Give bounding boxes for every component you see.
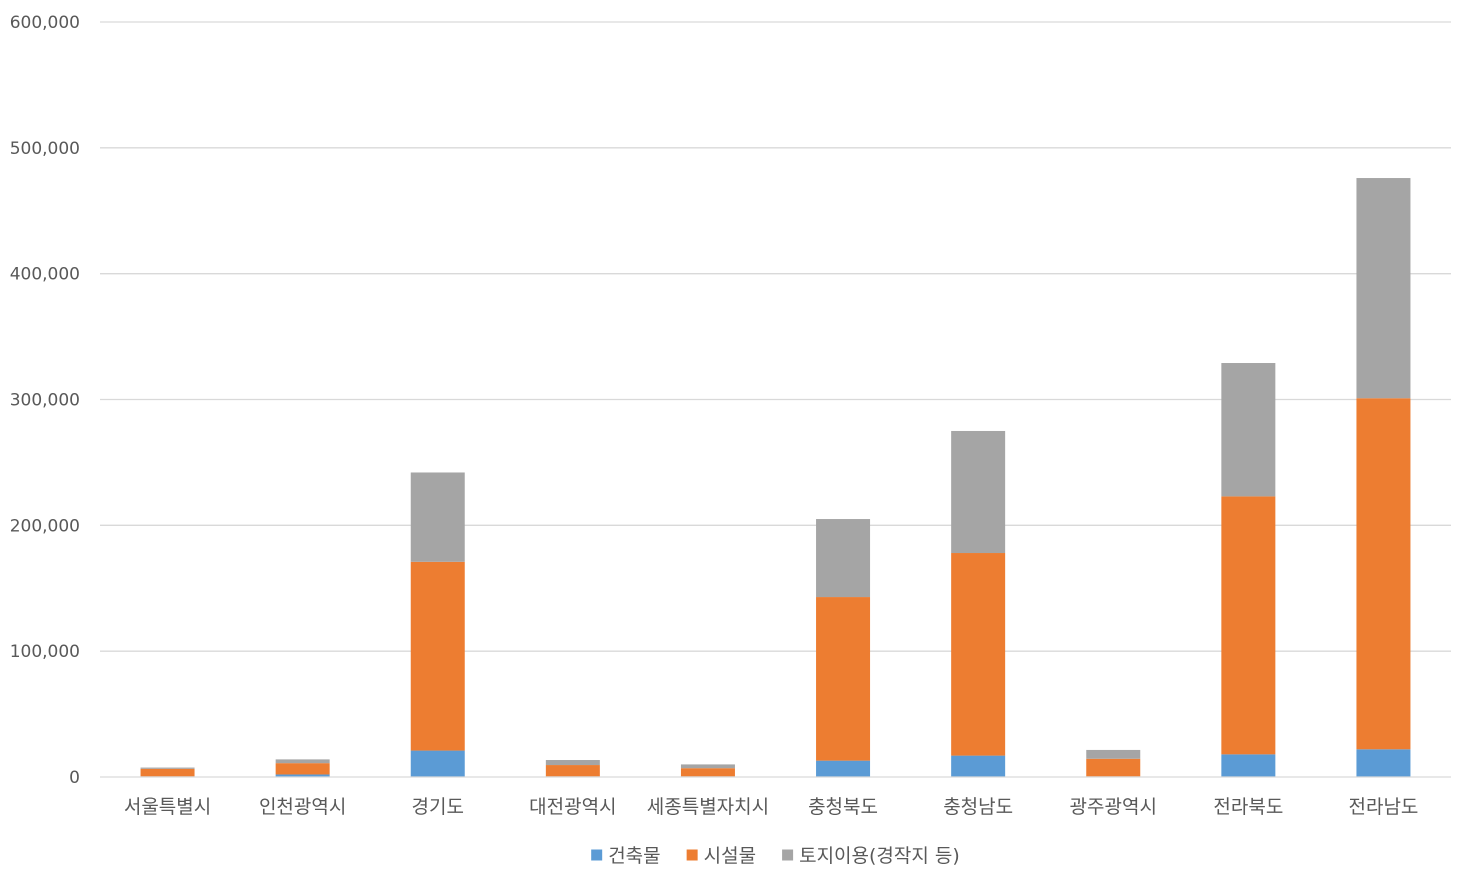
x-tick-label: 인천광역시 [259,796,346,818]
legend: 건축물 시설물 토지이용(경작지 등) [591,845,960,867]
legend-swatch [782,849,794,861]
x-tick-label: 전라북도 [1213,796,1283,818]
x-tick-label: 충청남도 [943,796,1013,818]
bar-segment [140,768,195,777]
x-tick-label: 충청북도 [808,796,878,818]
bar-segment [275,774,330,777]
bar-segment [1356,178,1411,399]
bar-segment [545,765,600,777]
bar-segment [1221,363,1276,497]
legend-item: 건축물 [591,845,661,867]
bar-segment [816,519,871,598]
bar-segment [1221,496,1276,755]
bar-segment [410,472,465,562]
y-tick-label: 300,000 [10,391,80,411]
bar-segment [545,760,600,766]
legend-item: 시설물 [686,845,756,867]
bar-segment [680,768,735,777]
y-tick-label: 0 [69,768,80,788]
x-tick-label: 세종특별자치시 [647,796,769,818]
legend-swatch [591,849,603,861]
x-tick-label: 서울특별시 [124,796,211,818]
bar-segment [1356,398,1411,750]
bar-segment [1356,749,1411,777]
y-tick-label: 100,000 [10,642,80,662]
x-axis: 서울특별시 인천광역시 경기도 대전광역시 세종특별자치시 충청북도 충청남도 광주광역시 전라… [100,776,1451,818]
legend-label: 건축물 [608,845,660,867]
bar-segment [816,597,871,761]
bar-segment [410,561,465,751]
bar-segment [951,553,1006,756]
y-axis: 0 100,000 200,000 300,000 400,000 500,000 600,… [10,13,80,788]
bar-segment [816,760,871,777]
bar-segment [1221,754,1276,777]
bar-segment [410,750,465,777]
legend-label: 시설물 [704,845,756,867]
bar-segment [275,759,330,764]
y-tick-label: 400,000 [10,265,80,285]
y-tick-label: 600,000 [10,13,80,33]
x-tick-label: 경기도 [412,796,464,818]
bar-segment [140,767,195,769]
bar-segment [1086,749,1141,759]
legend-label: 토지이용(경작지 등) [799,845,960,867]
y-tick-label: 200,000 [10,516,80,536]
bar-segment [680,764,735,769]
bars [140,178,1411,777]
bar-segment [1086,758,1141,777]
bar-segment [951,430,1006,554]
y-tick-label: 500,000 [10,139,80,159]
legend-item: 토지이용(경작지 등) [782,845,960,867]
legend-swatch [686,849,698,861]
x-tick-label: 대전광역시 [529,796,616,818]
bar-segment [951,755,1006,777]
x-tick-label: 광주광역시 [1070,796,1157,818]
x-tick-label: 전라남도 [1348,796,1418,818]
bar-segment [275,763,330,775]
